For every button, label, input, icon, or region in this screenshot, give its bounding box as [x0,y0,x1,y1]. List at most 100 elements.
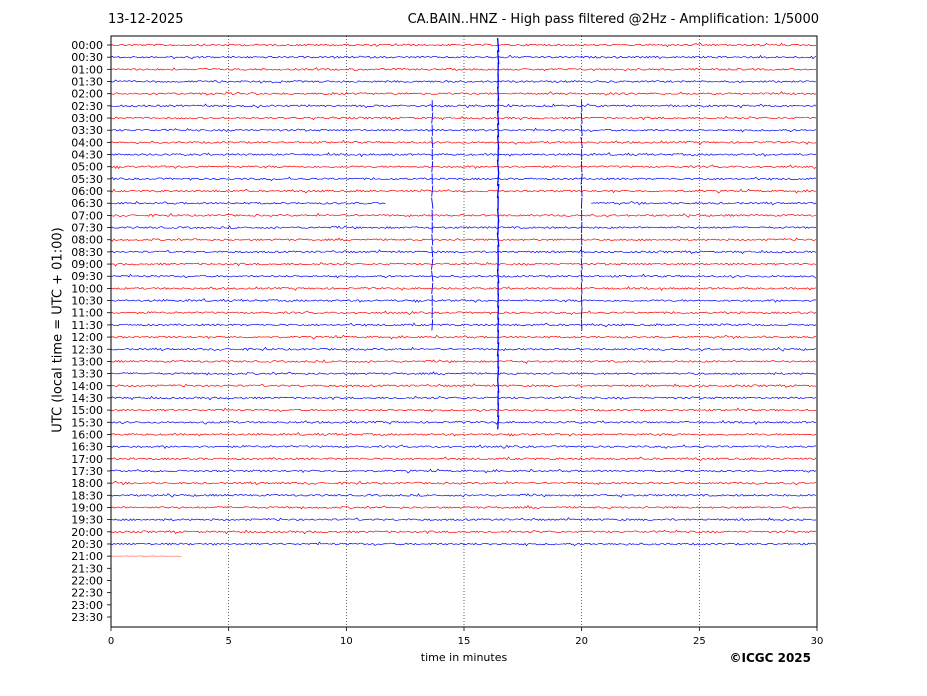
event-spike-3 [580,100,583,331]
x-tick-label: 20 [575,636,588,647]
trace-row-1130 [110,322,817,328]
trace-row-1730 [110,468,817,474]
trace-row-1530 [110,419,817,425]
y-tick-label: 20:00 [71,526,103,539]
copyright-text: ©ICGC 2025 [729,651,811,665]
event-spike-1 [496,37,500,430]
trace-row-1700 [110,456,817,462]
trace-row-1800 [110,480,817,486]
trace-row-1000 [110,286,817,291]
y-tick-label: 01:00 [71,63,103,76]
trace-row-1100 [110,310,817,316]
y-tick-label: 21:30 [71,562,103,575]
trace-row-2030 [110,541,817,547]
y-tick-label: 16:30 [71,441,103,454]
trace-row-1330 [110,371,817,376]
y-tick-label: 01:30 [71,76,103,89]
y-tick-label: 14:00 [71,380,103,393]
y-tick-label: 16:00 [71,428,103,441]
trace-row-0630 [110,201,386,205]
trace-row-0530 [110,176,817,182]
y-tick-label: 09:30 [71,270,103,283]
trace-row-1900 [110,505,817,510]
y-tick-label: 21:00 [71,550,103,563]
event-spike-2 [431,100,434,331]
x-tick-label: 25 [693,636,706,647]
y-tick-label: 04:30 [71,149,103,162]
y-tick-label: 19:00 [71,501,103,514]
y-tick-label: 14:30 [71,392,103,405]
trace-row-1300 [110,359,817,364]
y-tick-label: 15:30 [71,416,103,429]
y-tick-label: 22:00 [71,574,103,587]
y-tick-label: 11:30 [71,319,103,332]
plot-title: CA.BAIN..HNZ - High pass filtered @2Hz -… [407,12,819,27]
y-axis-label: UTC (local time = UTC + 01:00) [50,227,66,433]
y-tick-label: 11:00 [71,307,103,320]
trace-row-0300 [110,115,817,121]
y-tick-label: 05:30 [71,173,103,186]
y-tick-label: 17:30 [71,465,103,478]
y-tick-label: 18:30 [71,489,103,502]
y-tick-label: 17:00 [71,453,103,466]
y-tick-label: 06:30 [71,197,103,210]
y-tick-label: 06:00 [71,185,103,198]
y-tick-label: 23:30 [71,611,103,624]
plot-frame [110,35,818,628]
trace-row-0730 [110,225,817,231]
y-tick-label: 03:30 [71,124,103,137]
x-tick-label: 10 [340,636,353,647]
trace-row-1030 [110,298,816,303]
y-tick-label: 13:30 [71,368,103,381]
y-tick-label: 10:30 [71,295,103,308]
y-tick-label: 04:00 [71,136,103,149]
y-tick-label: 05:00 [71,161,103,174]
trace-row-2000 [110,529,817,535]
trace-row-2100 [110,555,182,557]
trace-row-0430 [110,152,817,158]
trace-row-0100 [110,67,817,72]
x-tick-label: 5 [225,636,231,647]
trace-row-0830 [110,249,817,255]
trace-row-0500 [110,164,817,170]
trace-row-0230 [110,103,817,109]
trace-row-0930 [110,273,817,279]
trace-row-0630 [591,200,817,206]
y-tick-label: 20:30 [71,538,103,551]
trace-row-0700 [110,212,817,218]
x-tick-label: 0 [108,636,114,647]
x-axis-label: time in minutes [420,651,508,664]
y-tick-label: 00:30 [71,51,103,64]
trace-row-0330 [110,127,817,133]
trace-row-0200 [110,91,817,96]
y-tick-label: 19:30 [71,514,103,527]
y-tick-label: 07:00 [71,209,103,222]
trace-row-0400 [110,139,817,145]
trace-row-1430 [110,395,817,401]
y-tick-label: 09:00 [71,258,103,271]
y-tick-label: 13:00 [71,355,103,368]
y-tick-label: 18:00 [71,477,103,490]
y-tick-label: 10:00 [71,282,103,295]
y-tick-label: 08:30 [71,246,103,259]
y-tick-label: 07:30 [71,222,103,235]
trace-row-0900 [110,262,817,267]
x-tick-label: 15 [458,636,471,647]
y-tick-label: 12:00 [71,331,103,344]
x-tick-label: 30 [811,636,824,647]
trace-row-1200 [110,334,817,340]
trace-row-1830 [110,493,817,498]
y-tick-label: 22:30 [71,587,103,600]
plot-date: 13-12-2025 [108,12,184,27]
y-tick-label: 15:00 [71,404,103,417]
trace-row-0130 [110,79,817,84]
trace-row-1600 [110,432,817,437]
trace-row-0600 [110,188,817,194]
trace-row-1630 [110,444,817,449]
trace-row-0000 [110,42,817,48]
trace-row-0030 [110,54,817,60]
y-tick-label: 02:30 [71,100,103,113]
trace-row-1400 [110,383,817,389]
y-tick-label: 02:00 [71,88,103,101]
